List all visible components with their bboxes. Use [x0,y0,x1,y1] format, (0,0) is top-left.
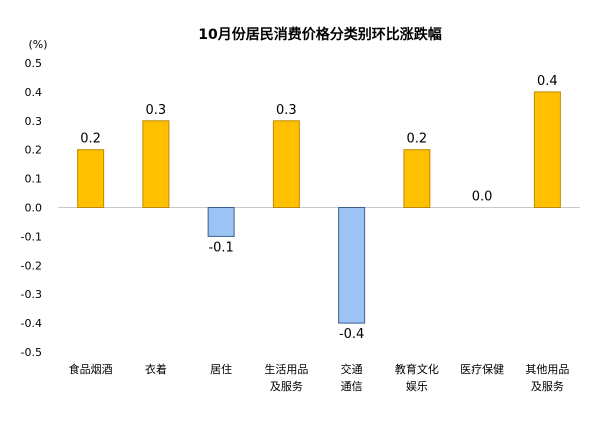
data-label: 0.3 [276,103,297,118]
bar [77,149,105,208]
data-label: 0.2 [80,132,101,147]
category-label: 娱乐 [406,379,428,393]
y-axis-unit: (%) [28,38,47,51]
y-axis: 0.5 0.4 0.3 0.2 0.1 0.0 -0.1 -0.2 -0.3 -0.4 -0.5 [21,57,42,359]
category-label: 生活用品 [264,362,308,376]
category-label: 及服务 [270,380,303,393]
bar [533,91,561,208]
data-label: 0.4 [537,74,558,89]
y-tick-label: -0.3 [21,288,42,301]
y-tick-label: -0.4 [21,317,42,330]
y-tick-label: -0.1 [21,230,42,243]
category-label: 食品烟酒 [69,362,113,376]
y-tick-label: -0.2 [21,259,42,272]
data-label: 0.0 [472,190,493,205]
bar [403,149,431,208]
category-label: 及服务 [531,380,564,393]
y-tick-label: 0.0 [25,202,43,215]
category-label: 通信 [341,380,363,393]
category-label: 居住 [210,362,232,376]
category-label: 其他用品 [525,363,569,376]
chart-title: 10月份居民消费价格分类别环比涨跌幅 [198,26,441,43]
y-tick-label: 0.4 [25,86,43,99]
data-label: -0.1 [208,240,233,255]
category-label: 教育文化 [395,362,439,376]
data-labels: 0.2 0.3 -0.1 0.3 -0.4 0.2 0.0 0.4 [80,74,557,342]
bar [207,207,235,237]
y-tick-label: 0.5 [25,57,43,70]
bar [338,207,366,324]
y-tick-label: 0.1 [25,173,43,186]
bar [142,120,170,208]
y-tick-label: 0.2 [25,144,43,157]
bars [77,91,561,324]
bar [272,120,300,208]
category-label: 医疗保健 [460,362,504,376]
y-tick-label: 0.3 [25,115,43,128]
y-tick-label: -0.5 [21,346,42,359]
category-label: 衣着 [145,362,167,376]
data-label: 0.3 [146,103,167,118]
data-label: 0.2 [407,132,428,147]
category-label: 交通 [341,362,363,376]
data-label: -0.4 [339,327,364,342]
